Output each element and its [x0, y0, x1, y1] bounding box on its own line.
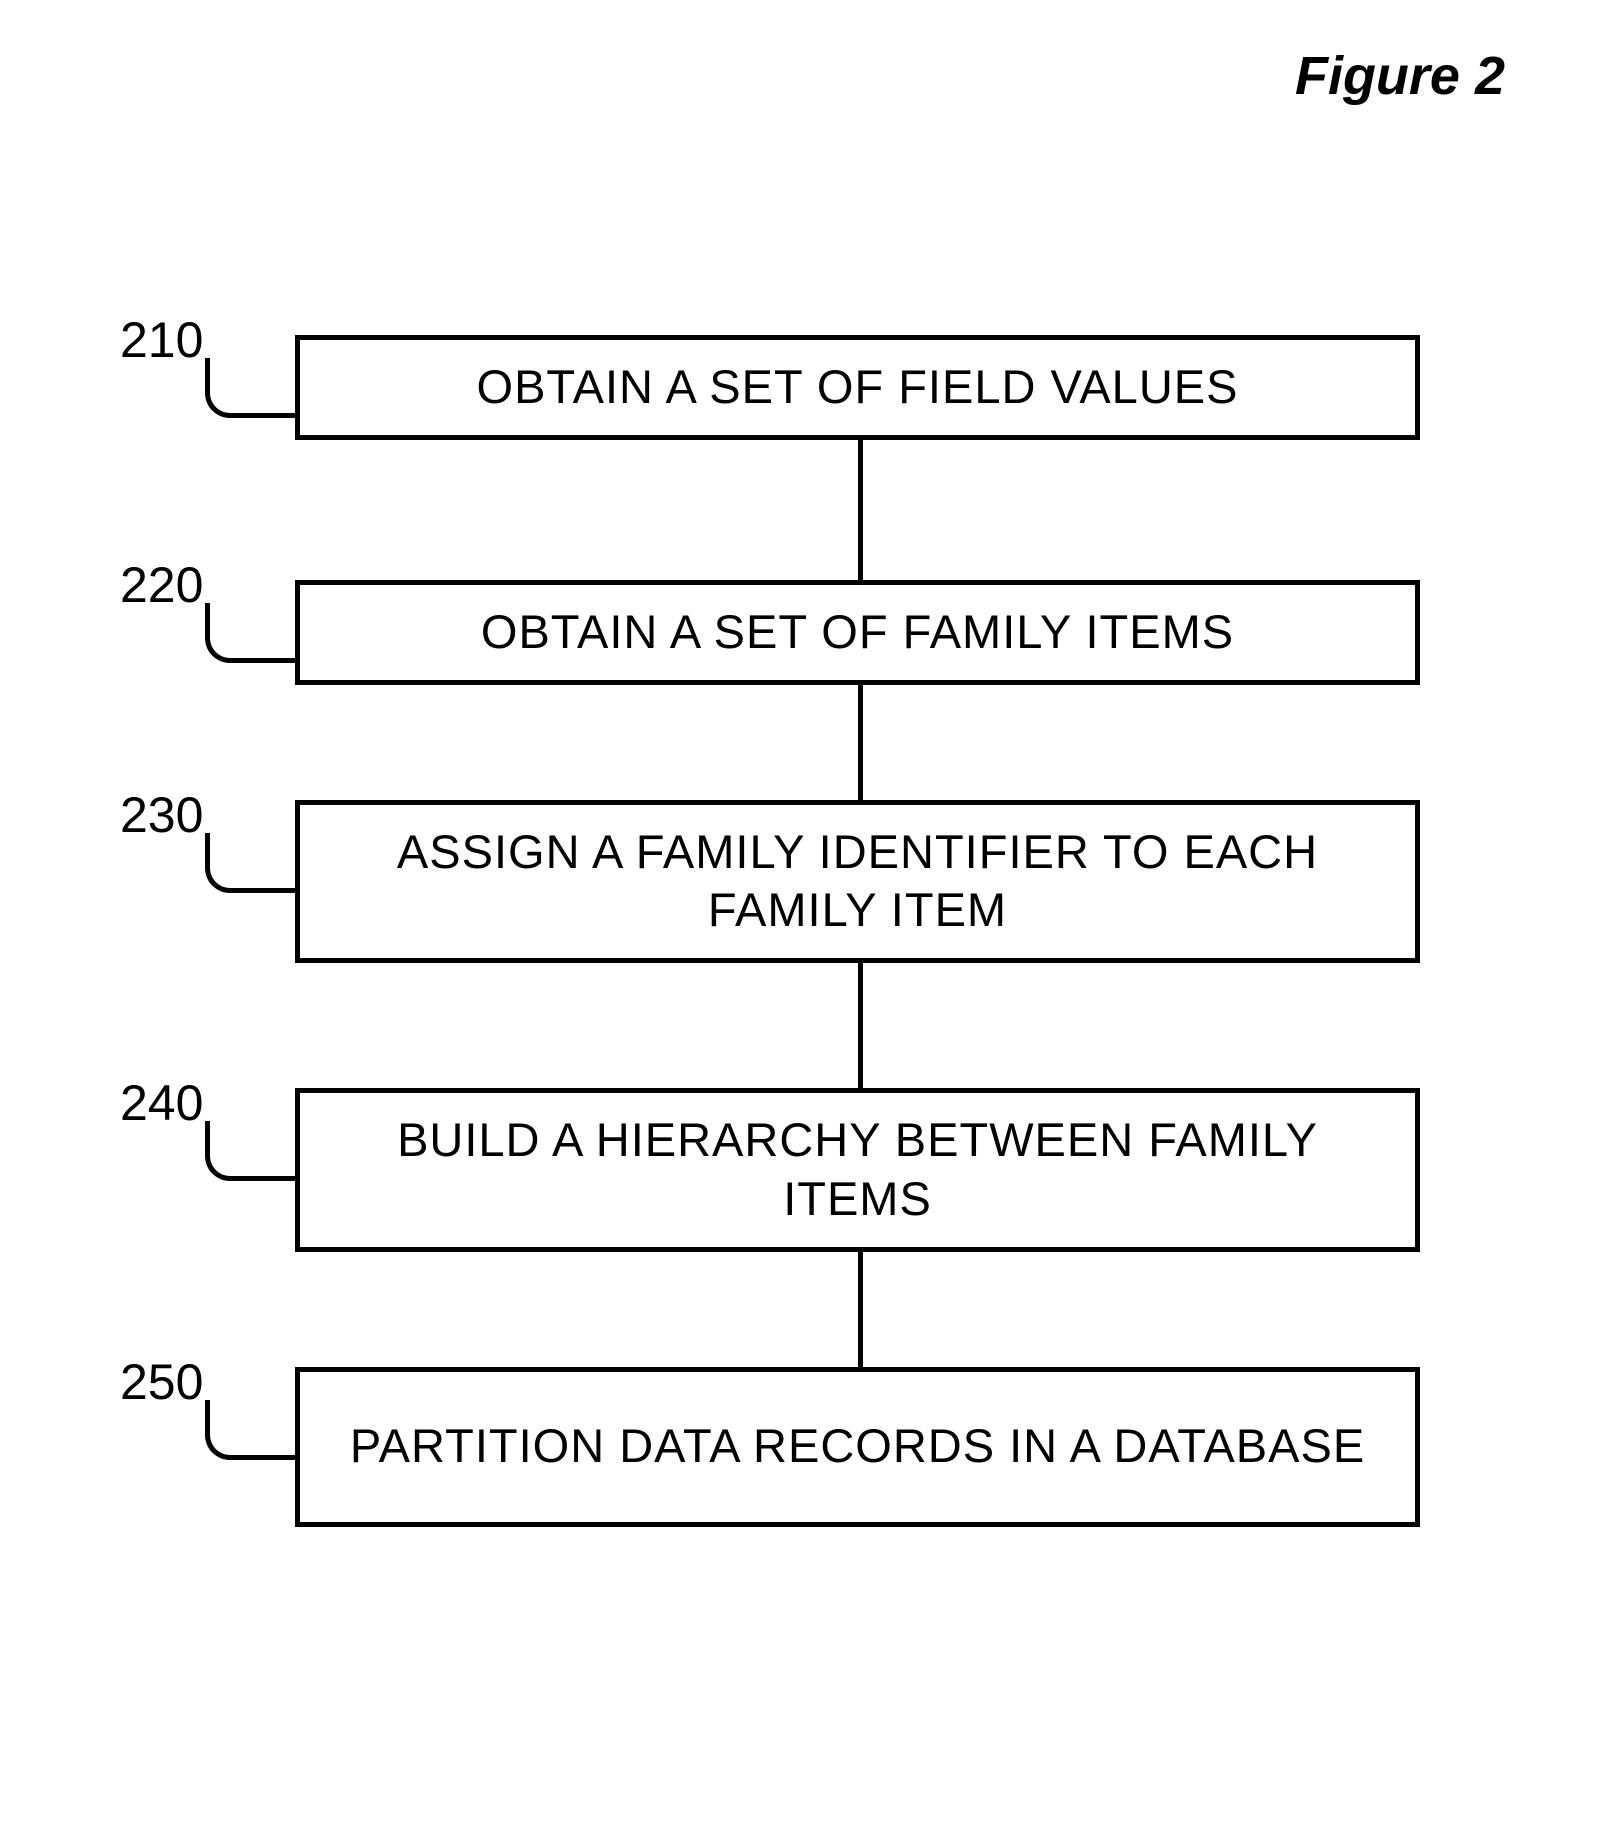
callout-line [205, 1400, 300, 1460]
connector-line [858, 1252, 863, 1367]
connector-line [858, 440, 863, 580]
step-box: PARTITION DATA RECORDS IN A DATABASE [295, 1367, 1420, 1527]
step-box: ASSIGN A FAMILY IDENTIFIER TO EACH FAMIL… [295, 800, 1420, 964]
step-box: OBTAIN A SET OF FAMILY ITEMS [295, 580, 1420, 685]
callout-line [205, 1121, 300, 1181]
step-number: 210 [120, 315, 203, 365]
flowchart-step: 220OBTAIN A SET OF FAMILY ITEMS [110, 580, 1500, 685]
step-number: 240 [120, 1078, 203, 1128]
connector-line [858, 685, 863, 800]
step-number: 220 [120, 560, 203, 610]
flowchart: 210OBTAIN A SET OF FIELD VALUES220OBTAIN… [110, 335, 1500, 1527]
flowchart-step: 240BUILD A HIERARCHY BETWEEN FAMILY ITEM… [110, 1088, 1500, 1252]
step-box: OBTAIN A SET OF FIELD VALUES [295, 335, 1420, 440]
flowchart-step: 210OBTAIN A SET OF FIELD VALUES [110, 335, 1500, 440]
step-box: BUILD A HIERARCHY BETWEEN FAMILY ITEMS [295, 1088, 1420, 1252]
flowchart-step: 250PARTITION DATA RECORDS IN A DATABASE [110, 1367, 1500, 1527]
step-number: 230 [120, 790, 203, 840]
figure-title: Figure 2 [1295, 45, 1505, 107]
step-number: 250 [120, 1357, 203, 1407]
callout-line [205, 358, 300, 418]
callout-line [205, 603, 300, 663]
connector-line [858, 963, 863, 1088]
flowchart-step: 230ASSIGN A FAMILY IDENTIFIER TO EACH FA… [110, 800, 1500, 964]
callout-line [205, 833, 300, 893]
